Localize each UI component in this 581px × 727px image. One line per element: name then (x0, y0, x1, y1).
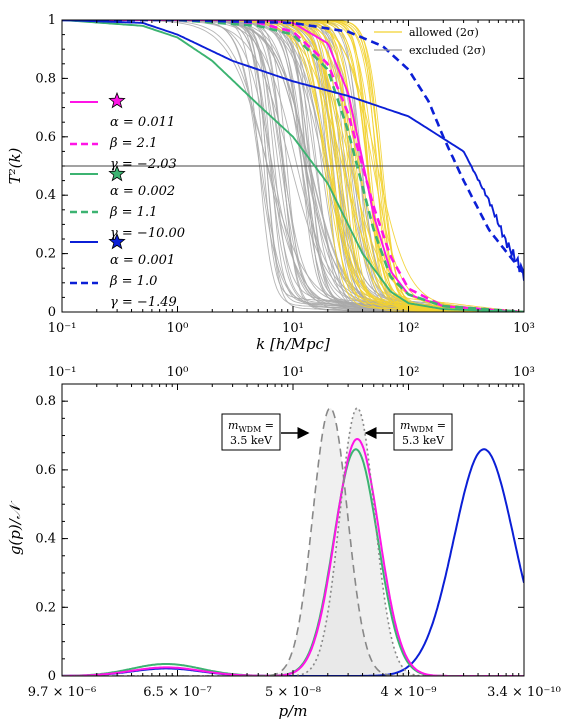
fill-dotted (62, 408, 524, 676)
annotation-box-left (221, 413, 281, 451)
series-green-dashed (62, 20, 524, 312)
dist-magenta-solid (62, 437, 524, 676)
param-box-blue: α = 0.001 β = 1.0 γ = −1.49 (70, 232, 177, 310)
green-beta: β = 1.1 (109, 205, 157, 220)
top-x-tick-label: 10⁻¹ (48, 321, 77, 336)
series-blue-solid (62, 20, 524, 281)
annotation-right-line2: 5.3 keV (402, 434, 445, 447)
bottom-tick-label: 5 × 10⁻⁸ (265, 685, 321, 700)
top-x-tick-label: 10¹ (282, 321, 304, 336)
blue-star-icon (108, 232, 126, 250)
bottom-y-tick-label: 0.2 (35, 600, 56, 615)
transfer-function-panel: 10⁻¹ 10⁰ 10¹ 10² 10³ 0 0.2 0.4 0.6 0.8 1 allowed (… (6, 13, 535, 353)
bottom-y-tick-label: 0.6 (35, 463, 56, 478)
green-star-icon (108, 164, 126, 182)
dist-green-solid (62, 448, 524, 676)
annotation-left-sub: WDM (238, 425, 261, 434)
bottom-panel-axes: 10⁻¹ 10⁰ 10¹ 10² 10³ 9.7 × 10⁻⁶ 6.5 × 10⁻⁷ 5 × … (28, 365, 561, 700)
blue-gamma: γ = −1.49 (110, 295, 177, 310)
bottom-tick-label: 4 × 10⁻⁹ (380, 685, 436, 700)
bottom-top-tick-label: 10¹ (282, 365, 304, 380)
bottom-y-tick-label: 0.4 (35, 532, 56, 547)
annotation-left-m: m (228, 419, 238, 432)
bottom-tick-label: 9.7 × 10⁻⁶ (28, 685, 96, 700)
bottom-top-tick-label: 10⁰ (167, 365, 189, 380)
param-box-green: α = 0.002 β = 1.1 γ = −10.00 (70, 164, 185, 241)
top-y-tick-label: 0.8 (35, 71, 56, 86)
param-box-magenta: α = 0.011 β = 2.1 γ = −2.03 (70, 91, 177, 172)
bottom-top-tick-label: 10³ (513, 365, 535, 380)
bottom-frame (61, 383, 525, 677)
top-y-tick-label: 0.2 (35, 247, 56, 262)
legend-allowed-label: allowed (2σ) (409, 26, 479, 39)
dist-blue-solid (62, 448, 524, 676)
top-x-axis-label: k [h/Mpc] (256, 335, 330, 353)
reference-fills (62, 408, 524, 676)
green-gamma: γ = −10.00 (110, 226, 185, 241)
bottom-tick-label: 6.5 × 10⁻⁷ (143, 685, 211, 700)
top-x-tick-label: 10³ (513, 321, 535, 336)
top-y-tick-label: 0 (48, 305, 56, 320)
annotation-right-sub: WDM (410, 425, 433, 434)
distribution-lines (62, 407, 524, 676)
blue-alpha: α = 0.001 (110, 253, 175, 268)
annotation-left-eq: = (261, 419, 274, 432)
top-y-tick-label: 0.6 (35, 130, 56, 145)
magenta-star-icon (108, 91, 126, 109)
annotation-right-m: m (400, 419, 410, 432)
top-y-tick-label: 1 (48, 13, 56, 28)
distribution-panel: 10⁻¹ 10⁰ 10¹ 10² 10³ 9.7 × 10⁻⁶ 6.5 × 10⁻⁷ 5 × … (6, 365, 561, 720)
blue-beta: β = 1.0 (109, 274, 157, 289)
bottom-x-axis-label: p/m (279, 702, 308, 720)
annotation-right-eq: = (433, 419, 446, 432)
top-panel-axes: 10⁻¹ 10⁰ 10¹ 10² 10³ 0 0.2 0.4 0.6 0.8 1 (35, 13, 535, 336)
bottom-y-tick-label: 0 (48, 669, 56, 684)
series-green-solid (62, 20, 524, 312)
legend: allowed (2σ) excluded (2σ) (374, 26, 486, 57)
dist-gray-dashed (62, 407, 524, 676)
bottom-y-axis-label: g(p)/𝒩 (6, 500, 24, 555)
top-y-axis-label: T²(k) (6, 147, 24, 184)
magenta-alpha: α = 0.011 (110, 115, 175, 130)
annotation-left-line2: 3.5 keV (230, 434, 273, 447)
bottom-tick-label: 3.4 × 10⁻¹⁰ (487, 685, 561, 700)
dist-gray-dotted (62, 407, 524, 676)
top-x-tick-label: 10⁰ (167, 321, 189, 336)
fill-dashed (62, 408, 524, 676)
series-blue-dashed (62, 20, 524, 275)
magenta-beta: β = 2.1 (109, 136, 157, 151)
annotation-left-line1: mWDM = (228, 419, 274, 434)
top-y-tick-label: 0.4 (35, 188, 56, 203)
allowed-curve (62, 20, 524, 312)
bottom-top-tick-label: 10² (398, 365, 420, 380)
bottom-top-tick-label: 10⁻¹ (48, 365, 77, 380)
magenta-gamma: γ = −2.03 (110, 157, 177, 172)
bottom-y-tick-label: 0.8 (35, 394, 56, 409)
legend-excluded-label: excluded (2σ) (409, 44, 486, 57)
top-x-tick-label: 10² (398, 321, 420, 336)
annotation-5p3-kev: mWDM = 5.3 keV (364, 413, 453, 451)
annotation-box-right (393, 413, 453, 451)
green-alpha: α = 0.002 (110, 184, 175, 199)
annotation-right-line1: mWDM = (400, 419, 446, 434)
annotation-3p5-kev: mWDM = 3.5 keV (221, 413, 310, 451)
